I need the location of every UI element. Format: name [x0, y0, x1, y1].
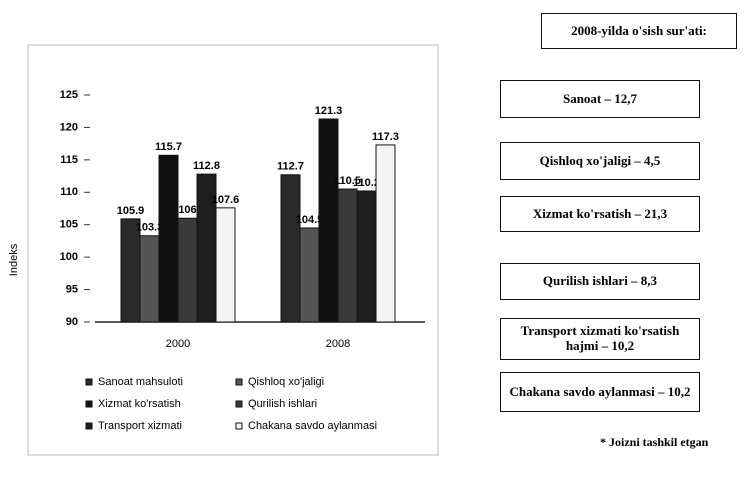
- bar: [280, 174, 301, 323]
- bar: [356, 190, 377, 323]
- x-tick-label: 2008: [326, 338, 350, 350]
- value-label: 110.2: [353, 177, 380, 189]
- value-label: 115.7: [155, 141, 182, 153]
- legend-swatch: [235, 400, 243, 408]
- x-tick-label: 2000: [166, 338, 190, 350]
- legend-label: Chakana savdo aylanmasi: [248, 420, 377, 432]
- y-tick-label: 120: [60, 121, 78, 133]
- panel-item: Sanoat – 12,7: [500, 80, 700, 118]
- bar: [120, 218, 141, 323]
- bar: [215, 207, 236, 323]
- legend-swatch: [235, 378, 243, 386]
- legend-swatch: [85, 400, 93, 408]
- bar: [318, 118, 339, 323]
- bar: [177, 217, 198, 323]
- value-label: 121.3: [315, 105, 343, 117]
- legend-label: Xizmat ko'rsatish: [98, 398, 181, 410]
- value-label: 117.3: [372, 131, 399, 143]
- legend-label: Sanoat mahsuloti: [98, 376, 183, 388]
- bar: [337, 188, 358, 323]
- value-label: 106: [178, 204, 196, 216]
- y-tick-label: 125: [60, 89, 78, 101]
- panel-item: Qurilish ishlari – 8,3: [500, 263, 700, 300]
- y-tick-label: 110: [60, 186, 78, 198]
- value-label: 107.6: [212, 194, 240, 206]
- value-label: 110.5: [334, 175, 361, 187]
- legend-swatch: [235, 422, 243, 430]
- y-tick-label: 115: [60, 154, 78, 166]
- value-label: 103.3: [136, 222, 164, 234]
- bar: [375, 144, 396, 323]
- y-axis-label: Indeks: [8, 243, 20, 276]
- value-label: 105.9: [117, 205, 145, 217]
- panel-item: Transport xizmati ko'rsatish hajmi – 10,…: [500, 318, 700, 360]
- panel-item: Chakana savdo aylanmasi – 10,2: [500, 372, 700, 412]
- bar: [158, 154, 179, 323]
- legend-label: Qishloq xo'jaligi: [248, 376, 324, 388]
- value-label: 112.8: [193, 160, 220, 172]
- legend-label: Transport xizmati: [98, 420, 182, 432]
- y-tick-label: 105: [60, 219, 78, 231]
- panel-item: Xizmat ko'rsatish – 21,3: [500, 196, 700, 232]
- legend-label: Qurilish ishlari: [248, 398, 317, 410]
- value-label: 112.7: [277, 161, 304, 173]
- panel-title: 2008-yilda o'sish sur'ati:: [541, 13, 737, 49]
- panel-item: Qishloq xo'jaligi – 4,5: [500, 142, 700, 180]
- y-tick-label: 90: [66, 316, 78, 328]
- y-tick-label: 100: [60, 251, 78, 263]
- chart-frame: [27, 44, 439, 456]
- bar: [139, 235, 160, 323]
- legend-swatch: [85, 378, 93, 386]
- legend-swatch: [85, 422, 93, 430]
- footnote: * Joizni tashkil etgan: [600, 435, 709, 449]
- y-tick-label: 95: [66, 283, 78, 295]
- bar: [299, 227, 320, 323]
- chart: Indeks 90 95 100 105 110 115 120 125 2000 105.9 10…: [8, 44, 439, 456]
- value-label: 104.5: [296, 214, 324, 226]
